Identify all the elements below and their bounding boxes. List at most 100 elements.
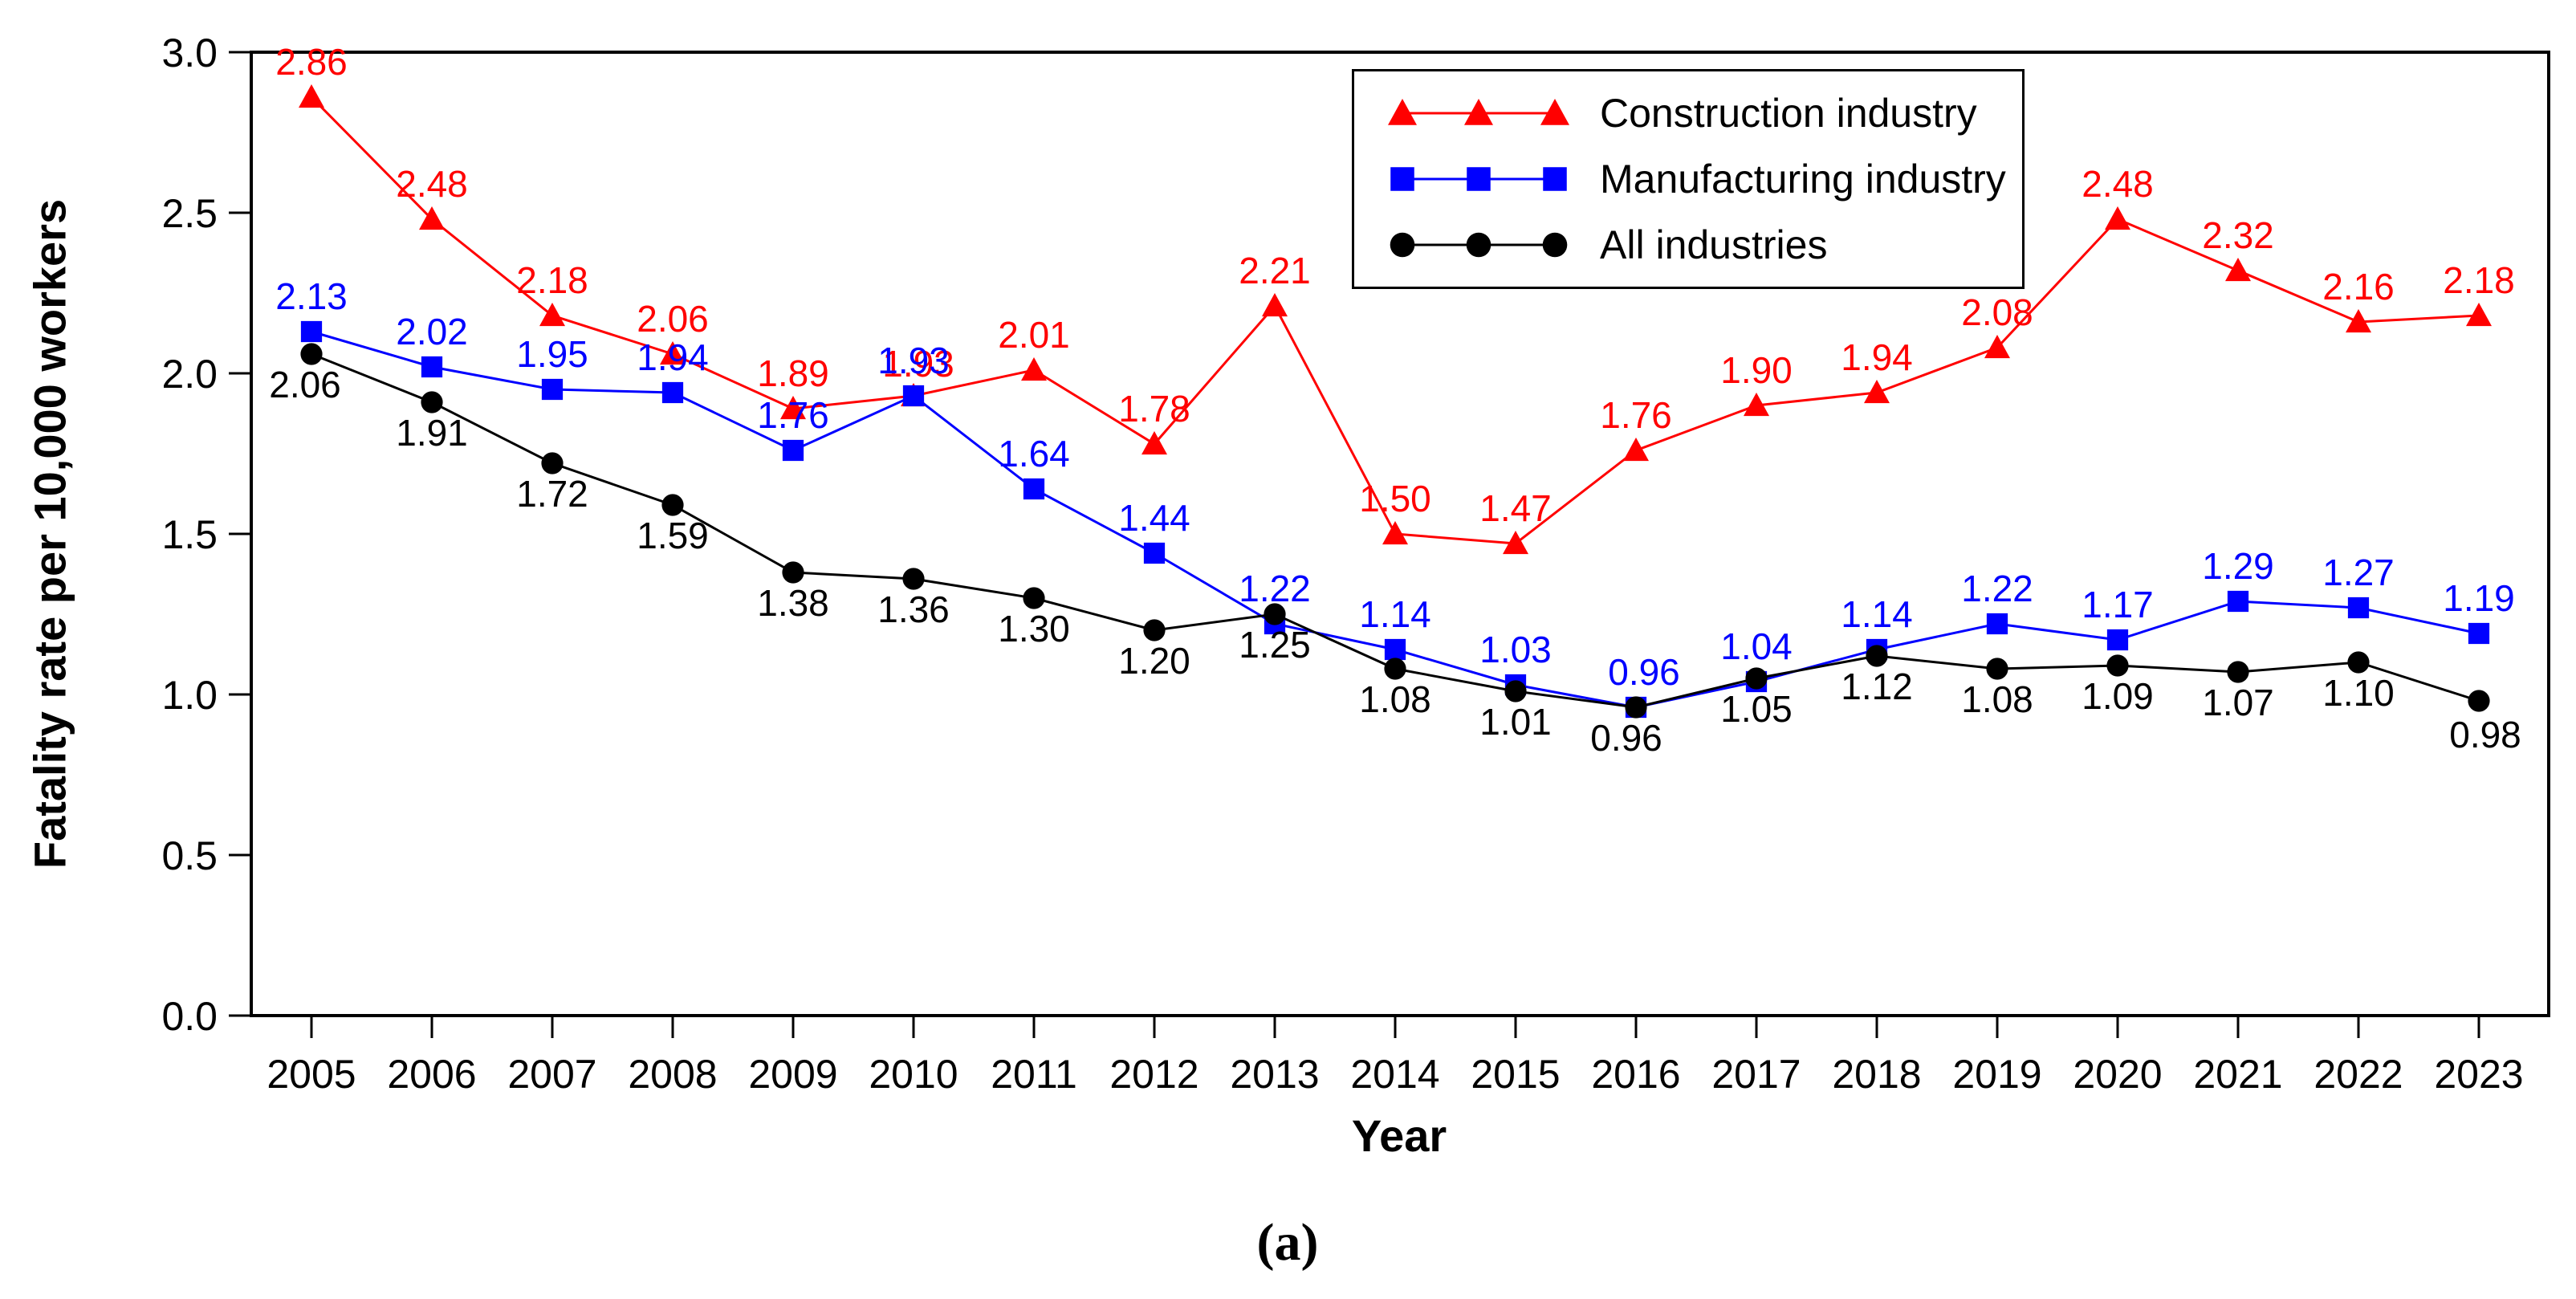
circle-marker — [661, 494, 684, 516]
x-tick-label: 2018 — [1832, 1052, 1921, 1097]
x-tick-label: 2012 — [1109, 1052, 1198, 1097]
square-marker — [1543, 167, 1567, 191]
data-label: 2.48 — [2082, 163, 2154, 205]
triangle-marker — [2105, 206, 2130, 230]
x-tick-label: 2016 — [1591, 1052, 1680, 1097]
square-marker — [782, 439, 804, 462]
data-label: 1.78 — [1118, 388, 1190, 430]
x-tick-label: 2008 — [628, 1052, 717, 1097]
circle-marker — [1504, 680, 1527, 702]
legend-item-manufacturing-industry: Manufacturing industry — [1386, 155, 2022, 203]
triangle-marker — [299, 84, 324, 108]
x-tick-label: 2006 — [387, 1052, 476, 1097]
data-label: 1.08 — [1359, 678, 1431, 720]
data-label: 1.14 — [1841, 593, 1913, 635]
triangle-marker — [2225, 258, 2251, 282]
data-label: 2.06 — [269, 364, 341, 405]
circle-marker — [1745, 667, 1768, 690]
triangle-marker — [1503, 531, 1528, 555]
data-label: 1.94 — [637, 336, 709, 378]
triangle-marker — [660, 341, 686, 365]
square-marker — [1384, 638, 1406, 661]
data-label: 1.64 — [998, 433, 1070, 474]
circle-marker — [1264, 603, 1286, 625]
data-label: 2.01 — [998, 314, 1070, 356]
circle-marker — [2227, 661, 2249, 683]
data-label: 2.86 — [275, 41, 348, 83]
data-label: 2.02 — [396, 311, 468, 352]
data-label: 1.22 — [1239, 568, 1311, 609]
square-marker — [1986, 613, 2008, 635]
square-marker — [2227, 590, 2249, 613]
square-marker — [661, 381, 684, 404]
x-tick-label: 2023 — [2434, 1052, 2523, 1097]
data-label: 1.38 — [757, 582, 829, 624]
square-marker — [2468, 622, 2490, 645]
y-tick-label: 2.0 — [161, 352, 218, 397]
x-axis-title: Year — [1351, 1110, 1447, 1161]
circle-marker — [300, 343, 323, 365]
data-label: 1.20 — [1118, 640, 1190, 682]
circle-marker — [1542, 232, 1568, 258]
data-label: 2.08 — [1961, 291, 2033, 333]
square-marker — [2347, 597, 2370, 619]
data-label: 1.72 — [516, 473, 588, 515]
data-label: 1.03 — [1479, 629, 1552, 670]
data-label: 1.12 — [1841, 666, 1913, 707]
data-label: 1.01 — [1479, 701, 1552, 743]
data-label: 1.08 — [1961, 678, 2033, 720]
triangle-marker — [1744, 393, 1769, 417]
series-all-industries: 2.06 1.91 1.72 1.59 1.38 1.36 1.30 1.20 1.25 1.08… — [269, 343, 2521, 759]
data-label: 1.04 — [1720, 625, 1793, 667]
x-tick-label: 2007 — [507, 1052, 596, 1097]
circle-marker — [782, 561, 804, 584]
data-label: 1.14 — [1359, 593, 1431, 635]
triangle-marker — [1141, 431, 1167, 455]
data-label: 1.30 — [998, 608, 1070, 650]
triangle-marker — [1021, 357, 1047, 381]
x-tick-label: 2022 — [2314, 1052, 2403, 1097]
x-axis: 2005 2006 2007 2008 2009 2010 2011 2012 2013 2014… — [267, 1016, 2524, 1097]
data-label: 1.17 — [2082, 584, 2154, 625]
x-tick-label: 2005 — [267, 1052, 356, 1097]
legend-item-all-industries: All industries — [1386, 221, 2022, 269]
data-label: 1.10 — [2322, 672, 2395, 714]
legend: Construction industry Manufacturing indus… — [1352, 69, 2025, 289]
x-tick-label: 2019 — [1952, 1052, 2041, 1097]
legend-sample-triangle-icon — [1388, 99, 1569, 125]
data-label: 2.32 — [2202, 214, 2274, 256]
square-marker — [1467, 167, 1491, 191]
y-tick-label: 1.0 — [161, 673, 218, 718]
data-label: 0.96 — [1608, 651, 1680, 693]
square-marker — [902, 385, 925, 407]
data-label: 2.18 — [2443, 259, 2515, 301]
triangle-marker — [1388, 99, 1417, 125]
data-label: 2.18 — [516, 259, 588, 301]
data-label: 1.93 — [877, 340, 950, 381]
data-label: 1.05 — [1720, 688, 1793, 730]
data-label: 0.98 — [2449, 714, 2521, 755]
triangle-marker — [419, 206, 445, 230]
y-tick-label: 0.5 — [161, 833, 218, 878]
x-tick-label: 2013 — [1230, 1052, 1319, 1097]
data-label: 1.59 — [637, 515, 709, 556]
square-marker — [1143, 542, 1166, 564]
legend-label: All industries — [1600, 222, 1828, 267]
data-label: 1.76 — [1600, 394, 1672, 436]
data-label: 2.06 — [637, 298, 709, 340]
data-label: 0.96 — [1590, 717, 1662, 759]
y-axis-title: Fatality rate per 10,000 workers — [24, 198, 75, 869]
y-axis: 0.0 0.5 1.0 1.5 2.0 2.5 3.0 — [161, 31, 251, 1039]
x-tick-label: 2021 — [2193, 1052, 2282, 1097]
data-label: 1.25 — [1239, 624, 1311, 666]
y-tick-label: 2.5 — [161, 191, 218, 236]
data-label: 1.19 — [2443, 577, 2515, 619]
x-tick-label: 2015 — [1471, 1052, 1560, 1097]
data-label: 1.47 — [1479, 487, 1552, 529]
data-label: 1.44 — [1118, 497, 1190, 539]
triangle-marker — [2466, 303, 2492, 327]
x-tick-label: 2011 — [991, 1052, 1077, 1097]
circle-marker — [2347, 651, 2370, 674]
